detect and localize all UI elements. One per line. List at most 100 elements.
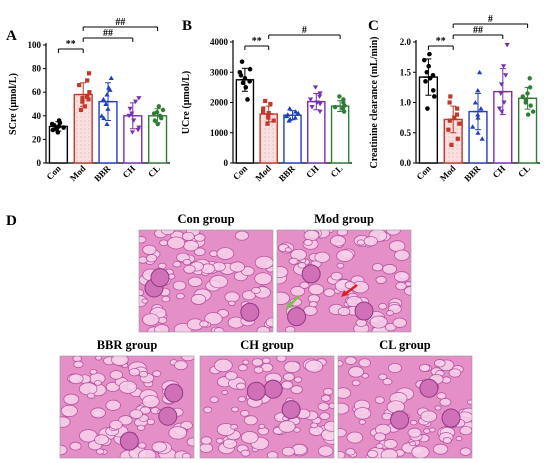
tubule — [433, 359, 446, 368]
data-point-bbr — [108, 75, 114, 81]
glomerulus — [281, 400, 301, 420]
tubule — [303, 239, 313, 246]
x-tick-label-bbr: BBR — [462, 163, 483, 184]
histology-frame — [199, 355, 335, 459]
data-point-mod — [80, 96, 85, 101]
tubule — [382, 378, 393, 386]
tubule — [344, 356, 357, 365]
tubule — [308, 301, 318, 308]
tubule — [137, 442, 147, 449]
tubule — [60, 404, 78, 418]
data-point-con — [426, 63, 431, 69]
panel-letter-c: C — [368, 18, 379, 34]
tubule — [73, 360, 84, 369]
tubule — [404, 286, 411, 296]
green-arrowhead-icon — [286, 302, 293, 309]
data-point-con — [61, 125, 66, 130]
tubule — [161, 295, 171, 303]
tubule — [310, 422, 319, 429]
data-point-ch — [314, 100, 320, 105]
data-point-ch — [504, 43, 510, 48]
bar-bbr — [283, 114, 302, 164]
tubule — [348, 366, 365, 378]
y-tick-label: 0.5 — [400, 128, 412, 138]
tubule — [60, 416, 71, 428]
tubule — [258, 423, 266, 429]
data-point-bbr — [105, 106, 111, 111]
data-point-bbr — [476, 69, 483, 75]
panel-letter-a: A — [6, 28, 17, 44]
panel-letter-d: D — [6, 213, 17, 229]
tubule — [256, 326, 271, 332]
data-point-bbr — [470, 124, 476, 129]
data-point-ch — [135, 127, 141, 133]
data-point-mod — [85, 78, 90, 83]
y-tick-label: 20 — [32, 134, 42, 144]
tubule — [94, 434, 109, 445]
tubule — [167, 236, 186, 250]
tubule — [374, 396, 385, 404]
tubule — [338, 451, 346, 458]
histology-frame — [138, 229, 274, 333]
tubule — [317, 445, 334, 457]
tubule — [199, 320, 209, 328]
data-point-ch — [316, 94, 323, 99]
data-point-mod — [82, 104, 88, 109]
histology-image — [60, 356, 194, 458]
tubule — [337, 306, 351, 316]
tubule — [366, 449, 379, 458]
histology-panel-1: Mod group — [276, 212, 412, 333]
tubule — [172, 261, 182, 268]
red-arrow-icon — [344, 284, 358, 295]
tubule — [434, 405, 442, 411]
data-point-cl — [527, 85, 533, 90]
data-point-con — [57, 120, 63, 126]
tubule — [139, 289, 145, 297]
tubule — [213, 358, 233, 373]
data-point-ch — [500, 64, 507, 69]
data-point-ch — [499, 109, 505, 114]
significance-label: ## — [473, 25, 483, 36]
histology-caption: CL group — [379, 338, 431, 352]
significance-label: ** — [252, 36, 262, 47]
data-point-mod — [447, 118, 452, 123]
histology-caption: Mod group — [314, 212, 374, 226]
tubule — [203, 406, 213, 414]
tubule — [154, 324, 170, 332]
tubule — [290, 385, 303, 395]
tubule — [338, 428, 347, 438]
significance-label: ** — [66, 39, 76, 50]
tubule — [68, 373, 84, 385]
tubule — [283, 360, 301, 373]
tubule — [277, 291, 290, 305]
data-point-ch — [309, 105, 315, 110]
glomerulus — [150, 268, 170, 288]
tubule — [243, 415, 258, 426]
data-point-bbr — [103, 101, 109, 106]
tubule — [284, 247, 292, 253]
data-point-con — [427, 76, 433, 81]
tubule — [187, 276, 203, 288]
tubule — [215, 437, 224, 444]
y-tick-label: 1.0 — [400, 98, 412, 108]
green-arrow-icon — [288, 295, 300, 307]
bar-cl — [330, 105, 350, 164]
significance-label: ## — [115, 17, 125, 28]
data-point-cl — [159, 115, 164, 121]
tubule — [176, 292, 185, 300]
tubule — [225, 371, 238, 381]
tubule — [152, 370, 162, 377]
data-point-cl — [525, 91, 530, 96]
significance-label: # — [302, 25, 307, 36]
data-point-con — [430, 72, 436, 78]
y-tick-label: 3000 — [210, 67, 229, 77]
tubule — [230, 423, 238, 430]
tubule — [380, 448, 399, 458]
tubule — [182, 258, 192, 266]
histology-panel-0: Con group — [138, 212, 274, 333]
tubule — [358, 358, 372, 368]
glomerulus — [419, 378, 439, 398]
data-point-con — [424, 69, 430, 75]
data-point-ch — [127, 106, 133, 112]
